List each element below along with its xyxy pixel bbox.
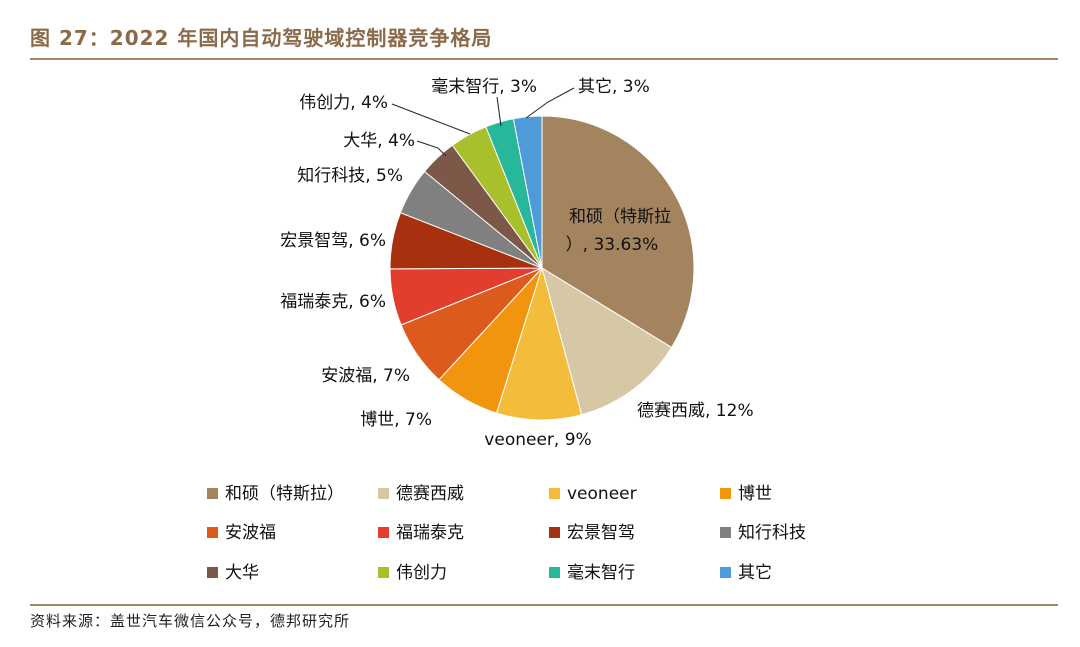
slice-label-10: 伟创力, 4% [299,93,388,113]
source-note: 资料来源：盖世汽车微信公众号，德邦研究所 [30,612,351,630]
pie-slices [389,115,695,421]
pie-slice-2 [541,266,673,416]
bottom-divider [30,604,1058,606]
legend-label-5: 安波福 [225,523,276,543]
legend-label-12: 其它 [738,563,772,583]
legend-label-7: 宏景智驾 [567,523,635,543]
slice-label-11: 毫末智行, 3% [431,77,537,97]
slice-label-1: 和硕（特斯拉）, 33.63% [566,207,671,255]
slice-label-9: 大华, 4% [343,131,415,151]
legend-swatch-4 [720,488,731,499]
legend-label-3: veoneer [567,484,637,504]
legend-label-10: 伟创力 [396,563,447,583]
legend-label-4: 博世 [738,484,772,504]
legend-swatch-8 [720,527,731,538]
slice-label-5: 安波福, 7% [321,366,410,386]
slice-labels: 和硕（特斯拉）, 33.63% 德赛西威, 12% veoneer, 9% 博世, 7… [280,77,753,450]
legend-label-9: 大华 [225,563,259,583]
legend-swatch-5 [207,527,218,538]
legend-swatch-3 [549,488,560,499]
legend-swatch-12 [720,567,731,578]
legend-swatch-11 [549,567,560,578]
figure-title: 图 27：2022 年国内自动驾驶域控制器竞争格局 [30,26,493,50]
legend-swatch-2 [378,488,389,499]
slice-label-4: 博世, 7% [360,410,432,430]
legend-swatch-9 [207,567,218,578]
leader-lines [391,87,575,157]
slice-label-12: 其它, 3% [578,77,650,97]
legend-label-1: 和硕（特斯拉） [225,484,344,504]
slice-label-6: 福瑞泰克, 6% [280,292,386,312]
slice-label-2: 德赛西威, 12% [637,400,754,421]
top-divider [30,58,1058,60]
legend-label-8: 知行科技 [738,523,806,543]
leader-line-11 [496,96,502,127]
slice-label-8: 知行科技, 5% [297,166,403,186]
pie-slice-3 [495,266,583,421]
legend-swatch-6 [378,527,389,538]
leader-line-12 [525,87,575,119]
slice-label-3: veoneer, 9% [484,430,591,450]
slice-label-7: 宏景智驾, 6% [280,231,386,251]
legend-label-2: 德赛西威 [396,483,464,504]
leader-line-10 [391,103,471,135]
legend-swatch-1 [207,488,218,499]
leader-line-9 [416,140,447,157]
legend-label-11: 毫末智行 [567,563,635,583]
legend-swatch-10 [378,567,389,578]
pie-slice-1 [541,115,695,349]
legend-label-6: 福瑞泰克 [396,523,464,543]
legend-swatch-7 [549,527,560,538]
